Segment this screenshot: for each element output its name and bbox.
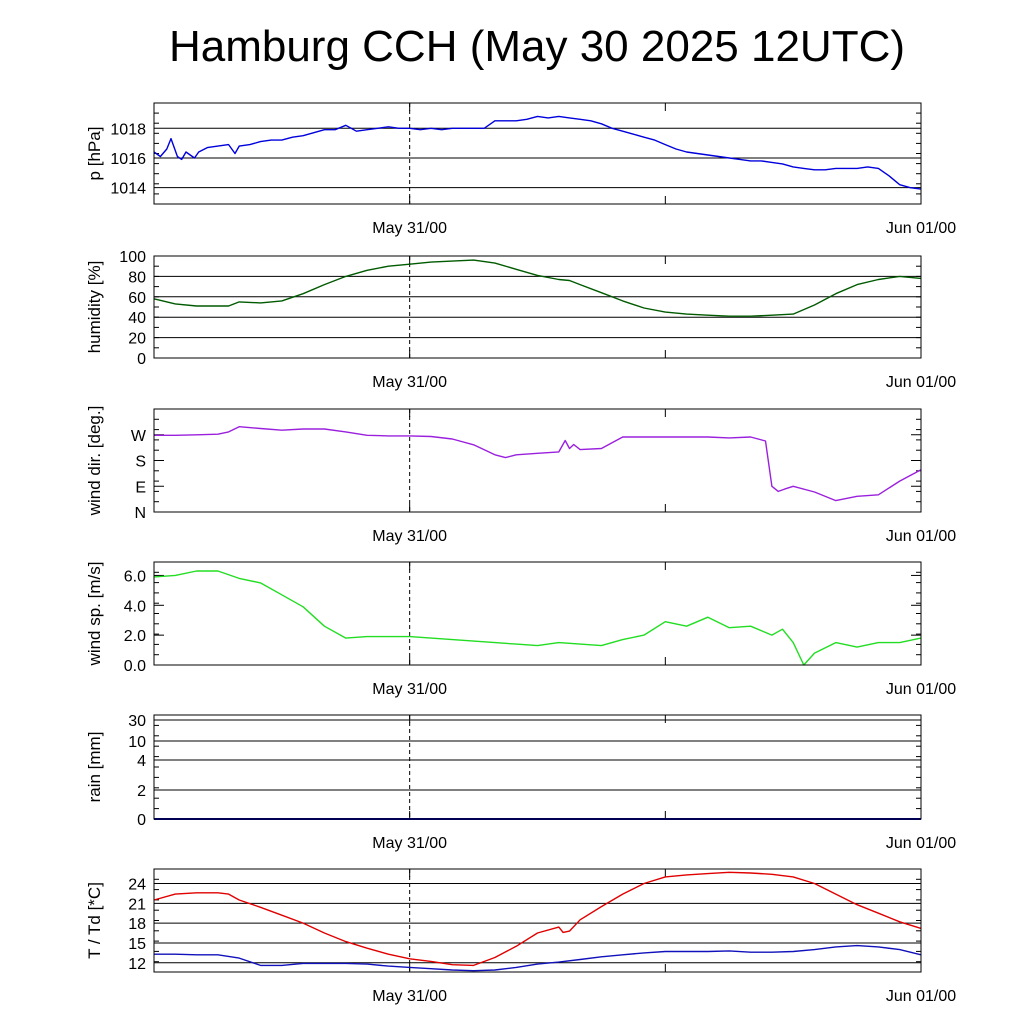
x-tick-label: May 31/00 [372,528,447,545]
y-tick-label: 10 [128,734,146,751]
axis-title-wind_speed: wind sp. [m/s] [85,562,104,667]
x-tick-label: May 31/00 [372,220,447,237]
x-tick-label: Jun 01/00 [886,835,956,852]
x-tick-label: Jun 01/00 [886,681,956,698]
y-tick-label: 1018 [110,121,146,138]
series-line-temperature [153,871,922,967]
x-tick-label: May 31/00 [372,988,447,1005]
series-line-pressure [153,115,922,190]
y-tick-label: 20 [128,331,146,348]
y-tick-label: 0.0 [124,658,146,675]
series-line-humidity [153,259,922,317]
y-tick-label: 100 [119,249,146,266]
y-tick-label: S [135,454,146,471]
panel-wind_speed: 0.0 2.0 4.0 6.0 May 31/00 Jun 01/00 wind sp. [… [85,561,956,698]
x-tick-label: Jun 01/00 [886,528,956,545]
axis-title-rain: rain [mm] [85,732,104,803]
series-line-wind_speed [153,570,922,666]
series-line-wind_dir [154,426,922,502]
y-tick-label: 4.0 [124,598,146,615]
axis-title-pressure: p [hPa] [85,127,104,181]
y-tick-label: N [134,505,146,522]
x-tick-label: Jun 01/00 [886,374,956,391]
x-tick-label: Jun 01/00 [886,220,956,237]
axis-title-temperature: T / Td [*C] [85,882,104,959]
plot-frame [153,561,922,666]
y-tick-label: 30 [128,713,146,730]
panel-humidity: 0 20 40 60 80 100 May 31/00 Jun 01/00 humidity [… [85,249,956,391]
y-tick-label: 21 [128,896,146,913]
y-tick-label: 24 [128,877,146,894]
x-tick-label: Jun 01/00 [886,988,956,1005]
y-tick-label: 1014 [110,181,146,198]
y-tick-label: 0 [137,812,146,829]
x-tick-label: May 31/00 [372,374,447,391]
axis-title-wind_dir: wind dir. [deg.] [85,406,104,517]
y-tick-label: E [135,479,146,496]
y-tick-label: 4 [137,753,146,770]
plot-frame [153,714,922,820]
panel-temperature: 12 15 18 21 24 May 31/00 Jun 01/00 T / Td [*C] [85,868,956,1005]
y-tick-label: 15 [128,936,146,953]
y-tick-label: 40 [128,310,146,327]
plot-frame [153,102,922,205]
y-tick-label: 6.0 [124,568,146,585]
y-tick-label: 12 [128,956,146,973]
panel-pressure: 1014 1016 1018 May 31/00 Jun 01/00 p [hPa] [85,102,956,237]
y-tick-label: 18 [128,916,146,933]
y-tick-label: 80 [128,269,146,286]
y-tick-label: 2.0 [124,628,146,645]
y-tick-label: W [131,428,147,445]
plot-frame [153,255,922,359]
y-tick-label: 0 [137,351,146,368]
y-tick-label: 2 [137,783,146,800]
series-line-temperature-1 [154,944,922,972]
axis-title-humidity: humidity [%] [85,261,104,354]
chart-title: Hamburg CCH (May 30 2025 12UTC) [168,22,906,71]
plot-frame [153,868,922,973]
x-tick-label: May 31/00 [372,835,447,852]
y-tick-label: 60 [128,290,146,307]
plot-frame [153,408,922,513]
y-tick-label: 1016 [110,151,146,168]
panel-rain: 0 2 4 10 30 May 31/00 Jun 01/00 rain [mm] [85,713,956,852]
x-tick-label: May 31/00 [372,681,447,698]
